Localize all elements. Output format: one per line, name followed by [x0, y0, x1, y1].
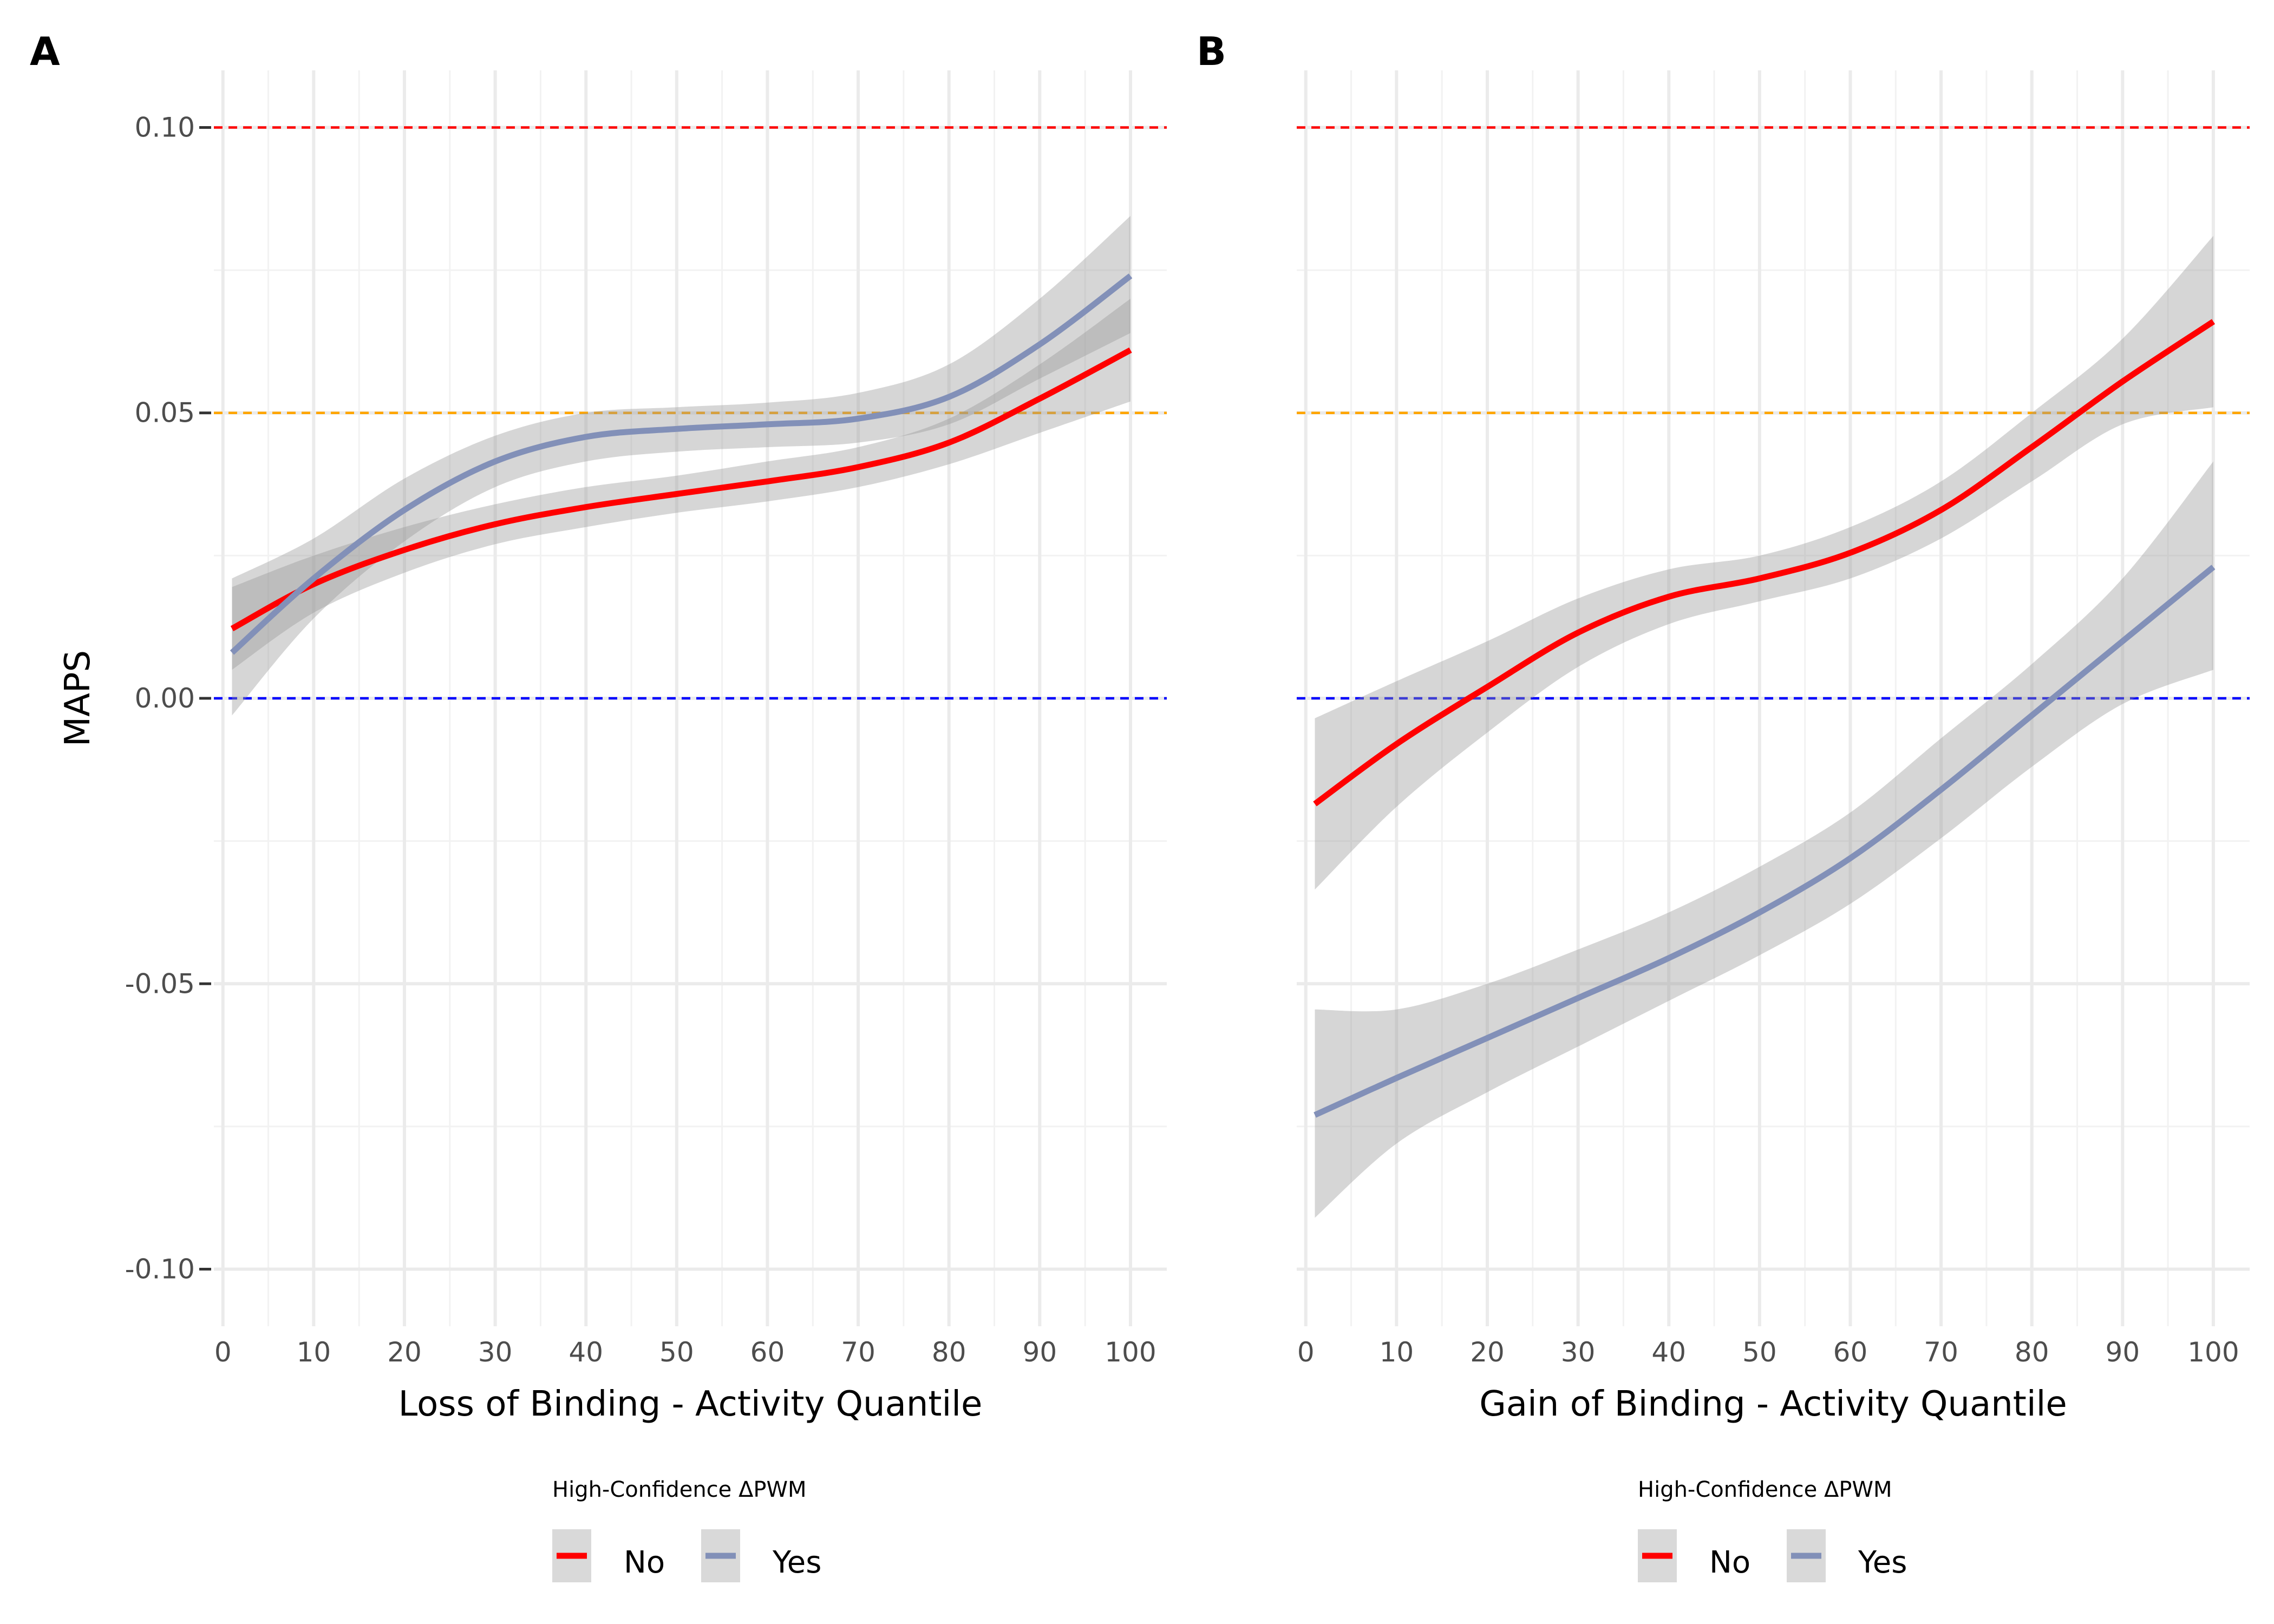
x-tick-label: 20: [1470, 1337, 1505, 1368]
panel-label: A: [30, 29, 60, 74]
y-tick-label: 0.00: [135, 683, 195, 714]
x-tick-label: 40: [1651, 1337, 1686, 1368]
y-axis-title: MAPS: [58, 650, 98, 746]
x-tick-label: 100: [2187, 1337, 2239, 1368]
x-tick-label: 20: [387, 1337, 422, 1368]
x-tick-label: 60: [750, 1337, 785, 1368]
legend-label-yes: Yes: [772, 1545, 821, 1580]
x-tick-label: 60: [1833, 1337, 1868, 1368]
x-tick-label: 50: [659, 1337, 694, 1368]
x-tick-label: 40: [568, 1337, 603, 1368]
x-tick-label: 10: [1380, 1337, 1414, 1368]
legend-label-no: No: [1709, 1545, 1750, 1580]
series-line-yes: [1314, 565, 2216, 1118]
confidence-band-no: [232, 298, 1131, 670]
confidence-band-no: [1315, 235, 2213, 890]
confidence-band-yes: [1315, 461, 2213, 1218]
x-tick-label: 70: [841, 1337, 875, 1368]
x-tick-label: 30: [1561, 1337, 1596, 1368]
series-line-yes: [230, 273, 1133, 655]
x-tick-label: 100: [1105, 1337, 1156, 1368]
y-tick-label: -0.05: [125, 968, 195, 999]
x-tick-label: 90: [1023, 1337, 1057, 1368]
x-tick-label: 70: [1924, 1337, 1958, 1368]
x-tick-label: 90: [2106, 1337, 2140, 1368]
x-tick-label: 10: [297, 1337, 331, 1368]
y-tick-label: -0.10: [125, 1254, 195, 1285]
panel-label: B: [1197, 29, 1226, 74]
y-tick-label: 0.05: [135, 397, 195, 429]
x-tick-label: 50: [1742, 1337, 1777, 1368]
confidence-band-yes: [232, 215, 1131, 716]
x-tick-label: 80: [2015, 1337, 2049, 1368]
panel-a: A 0 10 20 30 40 50 60 70 80 90 100 -0.10 -0.05 0.00 0.0…: [30, 29, 1167, 1582]
x-tick-label: 0: [214, 1337, 232, 1368]
panel-b: B 0 10 20 30 40 50 60 70 80 90 100 Gain of Binding -…: [1197, 29, 2250, 1582]
x-tick-label: 0: [1297, 1337, 1315, 1368]
grid: [1297, 70, 2250, 1326]
x-axis-title: Loss of Binding - Activity Quantile: [398, 1384, 983, 1424]
legend: High-Confidence ΔPWM No Yes: [1638, 1477, 1907, 1582]
legend-title: High-Confidence ΔPWM: [1638, 1477, 1892, 1502]
series-line-no: [1313, 319, 2216, 807]
x-tick-label: 80: [932, 1337, 966, 1368]
legend-label-yes: Yes: [1858, 1545, 1907, 1580]
x-tick-label: 30: [478, 1337, 513, 1368]
legend-label-no: No: [624, 1545, 665, 1580]
legend: High-Confidence ΔPWM No Yes: [552, 1477, 821, 1582]
legend-title: High-Confidence ΔPWM: [552, 1477, 807, 1502]
series-line-no: [230, 347, 1132, 632]
y-tick-label: 0.10: [135, 112, 195, 143]
x-axis-title: Gain of Binding - Activity Quantile: [1479, 1384, 2067, 1424]
